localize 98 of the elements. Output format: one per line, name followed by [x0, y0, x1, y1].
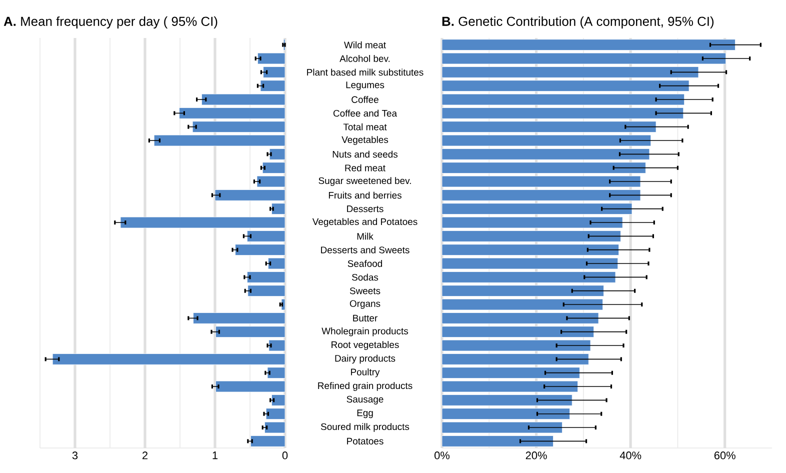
bar — [442, 394, 572, 406]
bar — [442, 176, 641, 188]
x-tick-label: 1 — [212, 452, 218, 460]
y-tick-label: Desserts and Sweets — [321, 246, 410, 254]
bar — [179, 108, 286, 119]
x-tick-label: 0 — [282, 452, 288, 460]
bar — [442, 340, 591, 352]
bar — [442, 216, 623, 228]
bar — [258, 52, 286, 64]
bar — [266, 408, 286, 420]
bar — [442, 121, 656, 132]
bar — [248, 285, 286, 296]
bar — [202, 94, 286, 106]
bar — [216, 380, 286, 392]
y-tick-label: Sodas — [352, 274, 378, 281]
bar — [247, 272, 286, 283]
y-tick-label: Wholegrain products — [322, 327, 408, 336]
bar — [442, 436, 554, 447]
chart-title: B. Genetic Contribution (A component, 95% CI) — [442, 16, 714, 29]
y-tick-label: Total meat — [343, 123, 387, 130]
x-tick-label: 60% — [714, 452, 736, 460]
y-tick-label: Potatoes — [347, 438, 384, 444]
bar — [442, 258, 618, 270]
y-tick-label: Egg — [357, 410, 373, 418]
y-tick-label: Coffee — [352, 96, 378, 103]
bar — [442, 66, 699, 78]
bar — [442, 285, 604, 296]
y-tick-label: Desserts — [347, 206, 384, 212]
bar — [442, 408, 570, 420]
y-tick-label: Soured milk products — [320, 423, 410, 432]
bar — [272, 394, 286, 406]
y-tick-label: Milk — [357, 232, 374, 240]
y-tick-label: Organs — [350, 300, 380, 309]
bar — [235, 244, 286, 256]
bar — [193, 312, 286, 324]
bar — [442, 148, 650, 160]
bar — [442, 298, 603, 310]
bar — [247, 230, 286, 242]
x-tick-label: 20% — [526, 452, 547, 460]
y-tick-label: Dairy products — [335, 354, 396, 364]
bar — [192, 121, 286, 132]
y-tick-label: Vegetables and Potatoes — [312, 218, 418, 227]
bar — [268, 340, 286, 352]
y-tick-label: Vegetables — [342, 136, 388, 145]
y-tick-label: Nuts and seeds — [332, 150, 398, 158]
y-tick-label: Root vegetables — [332, 341, 399, 350]
bar — [442, 39, 736, 50]
bar — [442, 354, 589, 365]
y-tick-label: Wild meat — [344, 41, 386, 48]
bar — [272, 203, 286, 214]
chart-title: A. Mean frequency per day ( 95% CI) — [4, 16, 218, 29]
bar — [256, 176, 286, 188]
x-tick-label: 3 — [72, 452, 78, 460]
bar — [268, 258, 286, 270]
y-tick-label: Coffee and Tea — [333, 110, 398, 117]
bar — [442, 230, 621, 242]
bar — [250, 436, 286, 447]
bar — [442, 190, 641, 201]
bar — [264, 422, 286, 434]
bar — [214, 190, 286, 201]
bar — [267, 367, 286, 379]
bar — [442, 203, 632, 214]
bar — [442, 162, 646, 174]
bar — [442, 422, 562, 434]
bar — [120, 216, 286, 228]
x-tick-label: 40% — [620, 452, 642, 460]
y-tick-label: Seafood — [348, 260, 382, 267]
bar — [442, 52, 726, 64]
y-tick-label: Plant based milk substitutes — [307, 68, 424, 76]
y-tick-label: Fruits and berries — [328, 192, 402, 199]
bar — [269, 148, 286, 160]
bar — [442, 244, 619, 256]
bar — [442, 380, 578, 392]
bar — [263, 66, 286, 78]
bar — [442, 134, 652, 146]
bar — [52, 354, 286, 365]
y-tick-label: Refined grain products — [318, 382, 412, 391]
y-tick-label: Legumes — [346, 82, 384, 90]
y-tick-label: Sweets — [350, 287, 380, 294]
bar — [442, 94, 685, 106]
bar — [442, 80, 690, 92]
bar — [442, 326, 594, 338]
y-tick-label: Butter — [353, 314, 378, 322]
y-tick-label: Sausage — [346, 396, 384, 404]
bar — [262, 162, 286, 174]
x-tick-label: 0% — [434, 452, 450, 460]
y-tick-label: Alcohol bev. — [340, 55, 390, 62]
bar — [260, 80, 286, 92]
y-tick-label: Sugar sweetened bev. — [318, 177, 411, 186]
bar — [442, 312, 599, 324]
y-tick-label: Red meat — [345, 164, 386, 172]
bar — [216, 326, 286, 338]
y-tick-label: Poultry — [351, 368, 380, 378]
bar — [442, 367, 580, 379]
bar — [442, 272, 616, 283]
x-tick-label: 2 — [142, 452, 148, 460]
bar — [154, 134, 286, 146]
bar — [442, 108, 684, 119]
